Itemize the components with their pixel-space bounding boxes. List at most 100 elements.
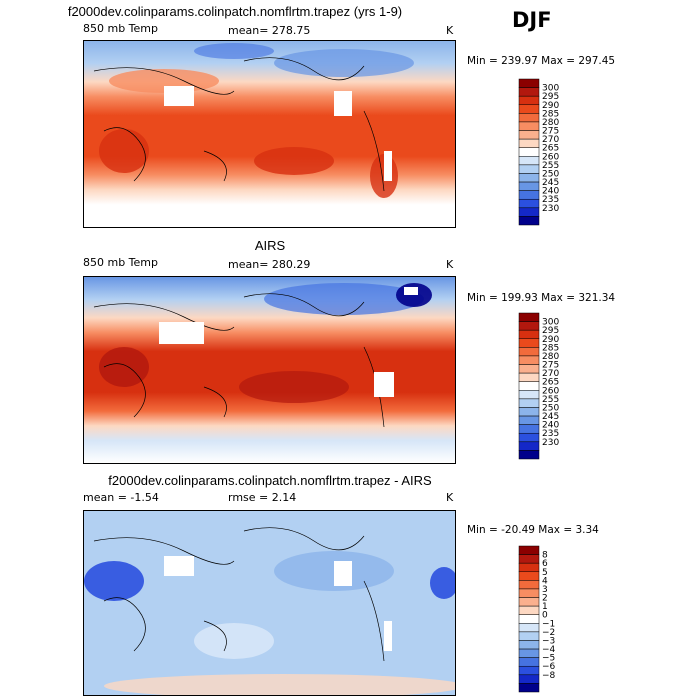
colorbar-swatch [518,181,540,191]
colorbar-swatch [518,390,540,400]
colorbar-tick-label: 290 [542,335,559,345]
panel-1-left-label: 850 mb Temp [83,22,159,35]
colorbar-swatch [518,121,540,131]
panel-2-left-label: 850 mb Temp [83,256,159,269]
colorbar-swatch [518,398,540,408]
colorbar-tick-label: 290 [542,101,559,111]
colorbar-swatch [518,207,540,217]
panel-2-colorbar: 300 295 290 285 280 275 270 265 260 255 250 245 240 2… [518,312,569,460]
colorbar-tick-label: 5 [542,568,548,578]
colorbar-tick-label: 245 [542,178,559,188]
colorbar-swatch [518,321,540,331]
panel-2-title: AIRS [254,238,286,253]
colorbar-swatch [518,372,540,382]
colorbar-tick-label: 285 [542,343,559,353]
colorbar-swatch [518,113,540,123]
panel-3-left-label: mean = -1.54 [83,491,159,504]
colorbar-swatch [518,407,540,417]
panel-1-colorbar: 300 295 290 285 280 275 270 265 260 255 250 245 240 2… [518,78,569,226]
colorbar-tick-label: 240 [542,421,559,431]
colorbar-tick-label: −3 [542,636,555,646]
colorbar-tick-label: 3 [542,585,548,595]
colorbar-tick-label: 285 [542,109,559,119]
colorbar-swatch [518,347,540,357]
colorbar-swatch [518,631,540,641]
colorbar-tick-label: 270 [542,135,559,145]
colorbar-swatch [518,554,540,564]
panel-2-colorbar-svg: 3002952902852802752702652602552502452402… [518,312,559,460]
colorbar-tick-label: 295 [542,326,559,336]
panel-3-center-label: rmse = 2.14 [228,491,297,504]
colorbar-tick-label: 1 [542,602,548,612]
panel-1-colorbar-svg: 3002952902852802752702652602552502452402… [518,78,559,226]
colorbar-tick-label: 250 [542,169,559,179]
colorbar-swatch [518,198,540,209]
colorbar-swatch [518,648,540,658]
colorbar-swatch [518,104,540,114]
colorbar-swatch [518,441,540,451]
colorbar-swatch [518,562,540,573]
colorbar-swatch [518,95,540,106]
panel-2-center-label: mean= 280.29 [228,258,311,271]
colorbar-tick-label: 255 [542,161,559,171]
colorbar-swatch [518,138,540,148]
panel-2-map-svg [84,277,455,463]
colorbar-tick-label: 260 [542,386,559,396]
colorbar-swatch [518,571,540,581]
panel-1-map-svg [84,41,455,227]
colorbar-tick-label: 265 [542,144,559,154]
colorbar-tick-label: 230 [542,438,559,448]
colorbar-tick-label: 4 [542,576,548,586]
panel-3-colorbar: 8 6 5 4 3 2 1 0 −1 −2 −3 −4 −5 −6 −8 [518,545,569,693]
colorbar-swatch [518,312,540,322]
colorbar-swatch [518,164,540,174]
colorbar-tick-label: 280 [542,118,559,128]
colorbar-swatch [518,657,540,667]
panel-1-minmax: Min = 239.97 Max = 297.45 [467,55,616,67]
colorbar-swatch [518,674,540,684]
colorbar-tick-label: 275 [542,127,559,137]
colorbar-swatch [518,597,540,607]
colorbar-tick-label: 300 [542,318,559,328]
panel-1-center-label: mean= 278.75 [228,24,311,37]
colorbar-tick-label: 8 [542,551,548,561]
panel-3-minmax: Min = -20.49 Max = 3.34 [467,524,599,536]
panel-3-units: K [446,491,454,504]
colorbar-swatch [518,640,540,650]
colorbar-tick-label: −2 [542,628,555,638]
colorbar-swatch [518,605,540,615]
colorbar-tick-label: 260 [542,152,559,162]
colorbar-swatch [518,173,540,183]
panel-2-minmax: Min = 199.93 Max = 321.34 [467,292,616,304]
colorbar-tick-label: 6 [542,559,548,569]
colorbar-tick-label: −5 [542,654,555,664]
colorbar-swatch [518,588,540,598]
colorbar-swatch [518,147,540,157]
colorbar-tick-label: −6 [542,662,556,672]
colorbar-swatch [518,78,540,88]
colorbar-tick-label: 2 [542,594,548,604]
colorbar-swatch [518,216,540,226]
panel-2-units: K [446,258,454,271]
panel-3-map [83,510,456,696]
panel-1-units: K [446,24,454,37]
colorbar-swatch [518,683,540,693]
colorbar-tick-label: 230 [542,204,559,214]
colorbar-swatch [518,381,540,391]
colorbar-tick-label: 235 [542,195,559,205]
colorbar-tick-label: 235 [542,429,559,439]
colorbar-swatch [518,87,540,97]
panel-1-map [83,40,456,228]
colorbar-tick-label: 280 [542,352,559,362]
colorbar-tick-label: 240 [542,187,559,197]
colorbar-swatch [518,190,540,200]
colorbar-swatch [518,329,540,340]
colorbar-tick-label: 270 [542,369,559,379]
colorbar-swatch [518,364,540,374]
panel-3-map-svg [84,511,455,695]
colorbar-swatch [518,623,540,633]
colorbar-swatch [518,432,540,443]
colorbar-tick-label: 250 [542,403,559,413]
colorbar-tick-label: 275 [542,361,559,371]
